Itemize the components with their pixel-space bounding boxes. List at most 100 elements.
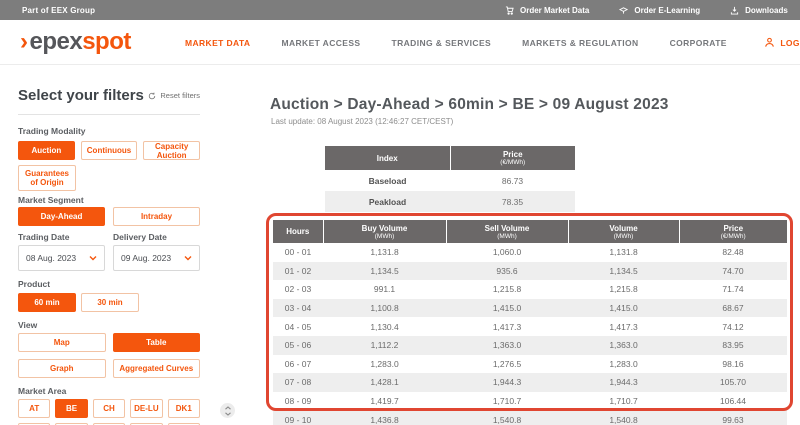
table-cell: 1,540.8 [568,410,679,425]
table-cell: 1,710.7 [609,396,638,407]
filter-guarantees-of-origin[interactable]: Guarantees of Origin [18,165,76,191]
scroll-handle-icon[interactable] [220,403,235,418]
filter-30min[interactable]: 30 min [81,293,139,312]
main-header: ›epexspot MARKET DATA MARKET ACCESS TRAD… [0,20,800,65]
filter-60min[interactable]: 60 min [18,293,76,312]
table-cell: 1,283.0 [370,358,399,369]
table-cell: 03 - 04 [273,298,323,318]
market-segment-label: Market Segment [18,195,84,205]
login-button[interactable]: LOG IN [764,20,800,65]
table-cell: 71.74 [722,284,744,295]
table-cell: 01 - 02 [273,261,323,281]
table-row: 09 - 10 1,436.8 1,540.8 1,540.8 99.63 [273,410,787,425]
date-labels: Trading Date Delivery Date [18,232,200,242]
table-cell: 1,100.8 [323,298,446,318]
table-cell: 1,276.5 [492,358,522,369]
view-map[interactable]: Map [18,333,106,352]
download-icon [731,6,739,15]
elearning-icon [619,6,629,14]
view-aggregated-curves[interactable]: Aggregated Curves [112,359,200,378]
table-cell: 106.44 [720,396,746,407]
area-ch[interactable]: CH [92,399,126,418]
table-row: 08 - 09 1,419.7 1,710.7 1,710.7 106.44 [273,392,787,411]
table-cell: 1,419.7 [370,396,399,407]
table-cell: 1,363.0 [568,335,679,355]
area-button-partial[interactable] [18,423,51,425]
order-market-data-link[interactable]: Order Market Data [505,6,589,15]
table-cell: 1,130.4 [370,321,399,332]
table-cell: 74.70 [679,261,787,281]
table-cell: 1,060.0 [492,247,522,258]
nav-market-access[interactable]: MARKET ACCESS [281,37,361,48]
filter-intraday[interactable]: Intraday [113,207,200,226]
topbar: Part of EEX Group Order Market Data Orde… [0,0,800,20]
table-cell: 07 - 08 [273,373,323,392]
eex-group-link[interactable]: Part of EEX Group [22,5,96,15]
filter-day-ahead[interactable]: Day-Ahead [18,207,105,226]
last-update-text: Last update: 08 August 2023 (12:46:27 CE… [271,117,454,126]
table-cell: 1,417.3 [492,321,522,332]
table-row: 03 - 04 1,100.8 1,415.0 1,415.0 68.67 [273,298,787,318]
table-cell: 991.1 [373,284,396,295]
area-button-partial[interactable] [92,423,126,425]
table-cell: 1,417.3 [609,321,638,332]
nav-markets-regulation[interactable]: MARKETS & REGULATION [522,37,639,48]
table-cell: 99.63 [679,410,787,425]
view-graph[interactable]: Graph [18,359,106,378]
table-cell: 04 - 05 [284,321,312,332]
area-button-partial[interactable] [167,423,200,425]
view-label: View [18,320,38,330]
column-header: Hours [273,220,324,243]
product-group: 60 min 30 min [18,293,200,312]
column-header: Buy Volume (MWh) [323,220,447,243]
table-cell: 1,112.2 [323,335,446,355]
table-cell: 08 - 09 [284,396,312,407]
market-segment-group: Day-Ahead Intraday [18,207,200,226]
table-cell: 00 - 01 [284,247,312,258]
view-table[interactable]: Table [112,333,200,352]
delivery-date-select[interactable]: 09 Aug. 2023 [113,245,200,271]
trading-date-select[interactable]: 08 Aug. 2023 [18,245,105,271]
area-dk1[interactable]: DK1 [167,399,200,418]
product-label: Product [18,279,51,289]
divider [18,114,200,115]
table-cell: 1,436.8 [323,410,446,425]
table-row: 07 - 08 1,428.1 1,944.3 1,944.3 105.70 [273,373,787,392]
table-cell: 1,540.8 [446,410,568,425]
table-cell: 1,215.8 [492,284,522,295]
nav-trading-services[interactable]: TRADING & SERVICES [391,37,492,48]
table-cell: 09 - 10 [273,410,323,425]
person-icon [765,37,775,47]
delivery-date-label: Delivery Date [113,232,167,242]
filter-capacity-auction[interactable]: Capacity Auction [143,141,201,160]
downloads-link[interactable]: Downloads [730,6,788,15]
reset-icon [149,92,156,99]
table-cell: 1,363.0 [446,335,568,355]
table-row: 05 - 06 1,112.2 1,363.0 1,363.0 83.95 [273,335,787,355]
column-header-index: Index [325,146,451,170]
order-elearning-link[interactable]: Order E-Learning [619,6,700,15]
table-cell: 02 - 03 [284,284,312,295]
hours-table-body: 00 - 01 1,131.8 1,060.0 1,131.8 82.48 01 - 02… [273,243,787,425]
table-cell: 1,134.5 [568,261,679,281]
hours-table-head-row: Hours Buy Volume (MWh) Sell Volume (MWh) Volu… [273,220,787,243]
table-cell: 68.67 [679,298,787,318]
main-nav: MARKET DATA MARKET ACCESS TRADING & SERV… [185,20,727,65]
area-at[interactable]: AT [18,399,51,418]
nav-market-data[interactable]: MARKET DATA [185,37,251,48]
table-cell: 1,944.3 [568,373,679,392]
area-button-partial[interactable] [55,423,88,425]
area-be[interactable]: BE [55,399,88,418]
logo[interactable]: ›epexspot [20,28,131,55]
filter-auction[interactable]: Auction [18,141,75,160]
table-row: 00 - 01 1,131.8 1,060.0 1,131.8 82.48 [273,243,787,262]
filter-continuous[interactable]: Continuous [80,141,138,160]
area-button-partial[interactable] [130,423,163,425]
reset-filters-button[interactable]: Reset filters [148,91,200,100]
table-cell: 1,134.5 [323,261,446,281]
nav-corporate[interactable]: CORPORATE [669,37,727,48]
area-de-lu[interactable]: DE-LU [130,399,163,418]
filters-title: Select your filters [18,87,144,104]
table-cell: 1,415.0 [568,298,679,318]
